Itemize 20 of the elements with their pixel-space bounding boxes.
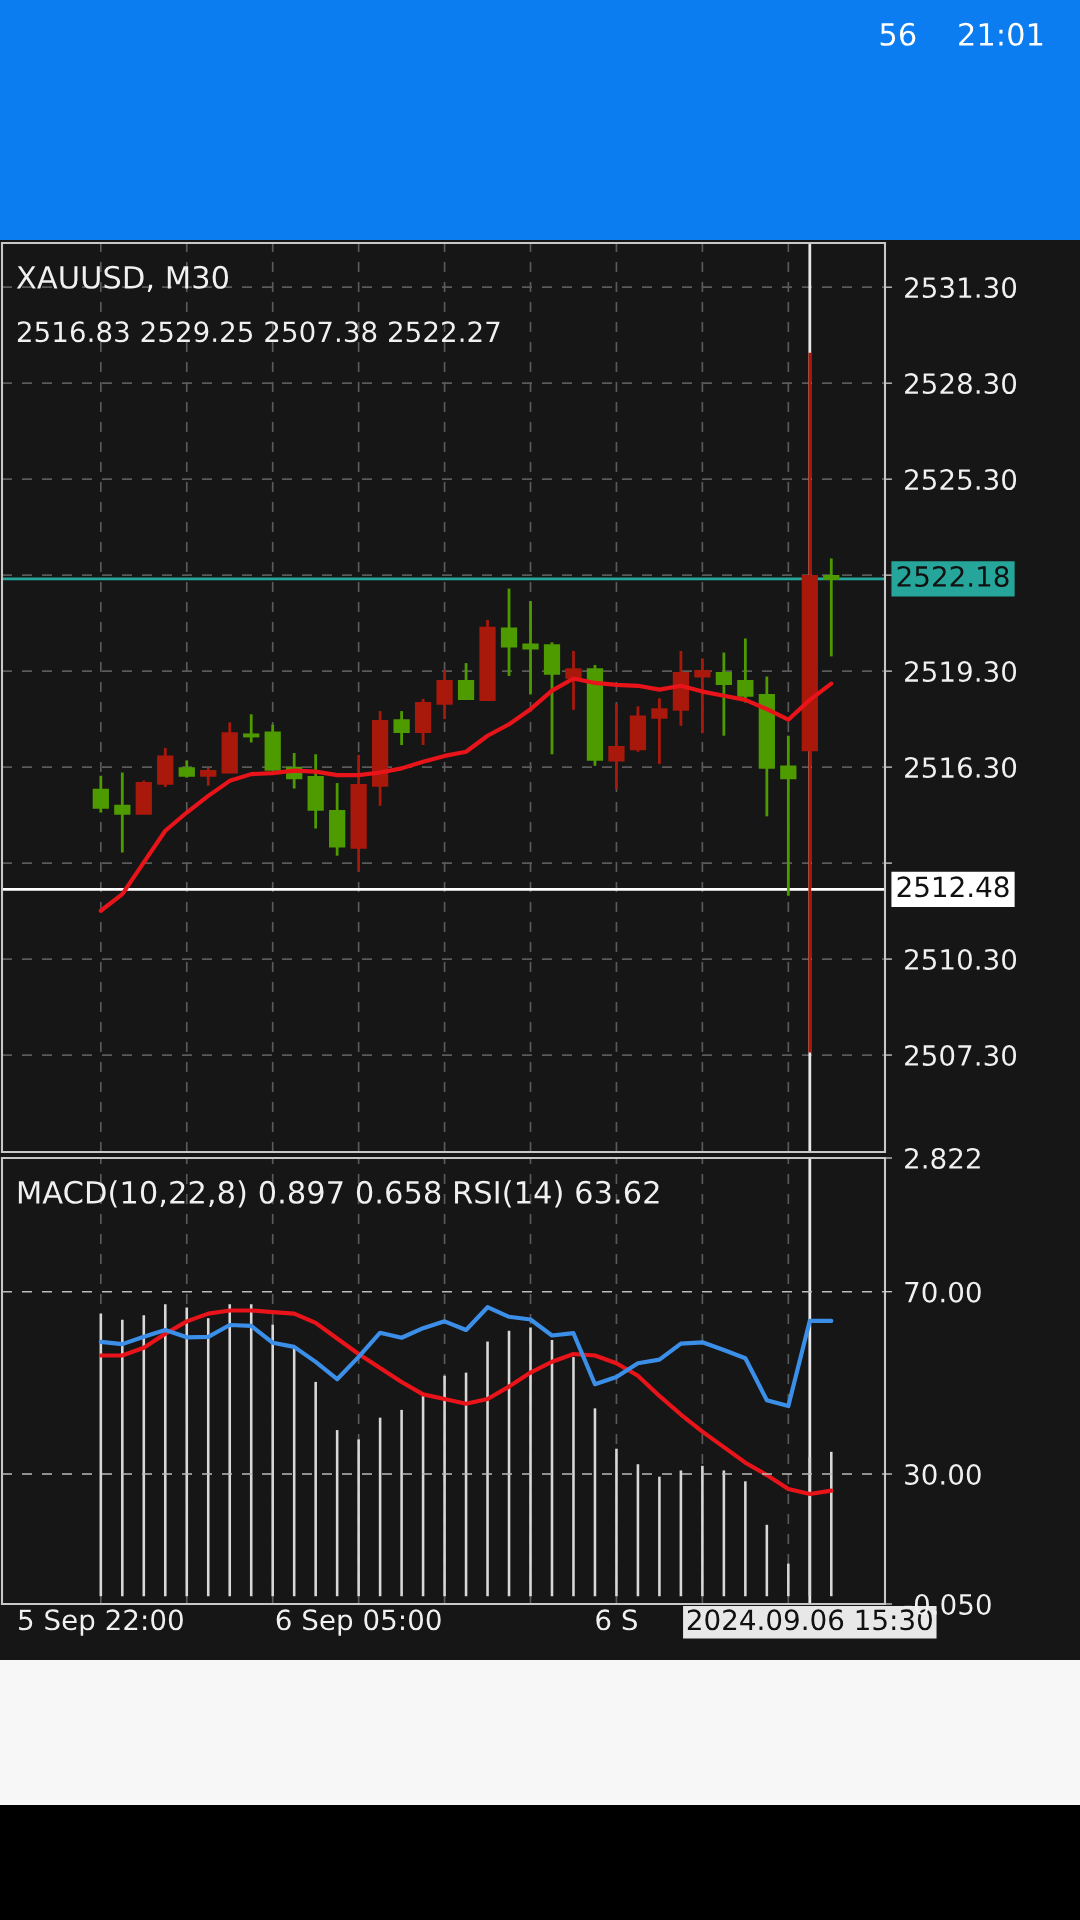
y-tick-label: 2.822 [905,1147,980,1169]
ref-line-label: 2522.18 [897,566,1009,588]
y-tick-label: 2510.30 [905,949,1017,971]
y-tick-label: 2507.30 [905,1044,1017,1066]
x-tick-label: 6 Sep 05:00 [276,1609,441,1636]
ref-line-label: 2512.48 [897,876,1009,898]
y2-tick-label: 30.00 [905,1463,981,1485]
y-tick-label: 2516.30 [905,757,1017,779]
x-tick-label: 6 S [596,1609,637,1631]
y-tick-label: 2525.30 [905,469,1017,491]
x-tick-label: 5 Sep 22:00 [19,1609,183,1636]
y-tick-label: 2528.30 [905,373,1017,395]
y-tick-label: 2519.30 [905,661,1017,683]
y2-tick-label: 70.00 [905,1281,981,1303]
y-tick-label: 2531.30 [905,277,1017,299]
text: 2516.83 2529.25 2507.38 2522.27 [17,321,500,343]
text: XAUUSD, M30 [16,265,229,292]
text: 21:01 [959,22,1043,46]
text: MACD(10,22,8) 0.897 0.658 RSI(14) 63.62 [18,1180,659,1208]
text: 56 [880,22,916,46]
